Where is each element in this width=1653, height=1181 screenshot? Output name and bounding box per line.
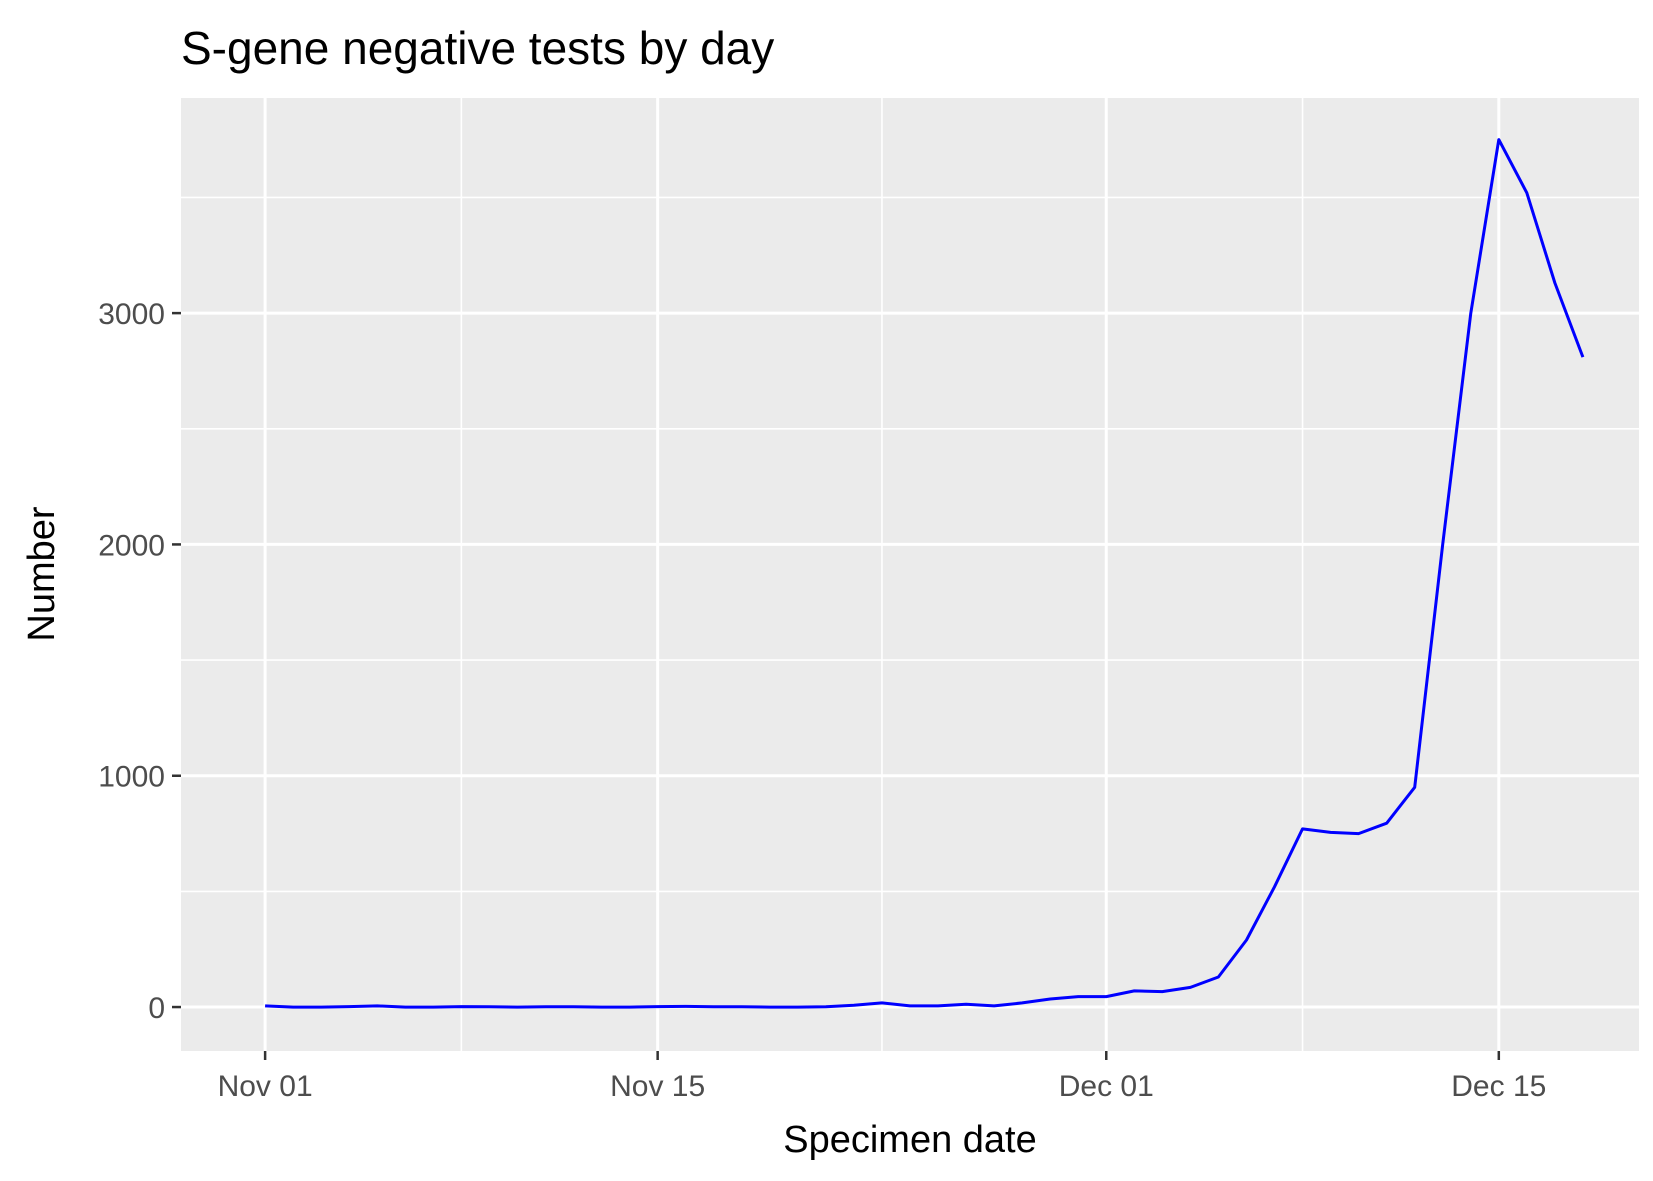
x-tick-label: Nov 01 (218, 1070, 313, 1103)
y-tick-label: 0 (148, 992, 165, 1025)
y-axis: 0 1000 2000 3000 (98, 298, 181, 1025)
y-tick-label: 3000 (98, 298, 165, 331)
major-gridlines (181, 98, 1639, 1051)
plot-panel (181, 98, 1639, 1051)
y-tick-label: 1000 (98, 761, 165, 794)
x-axis: Nov 01 Nov 15 Dec 01 Dec 15 (218, 1051, 1546, 1103)
x-tick-label: Dec 15 (1451, 1070, 1546, 1103)
x-axis-title: Specimen date (783, 1119, 1037, 1161)
series-line (265, 138, 1585, 1009)
minor-gridlines (181, 98, 1639, 1051)
x-tick-label: Dec 01 (1059, 1070, 1154, 1103)
y-tick-label: 2000 (98, 529, 165, 562)
y-axis-title: Number (21, 506, 63, 641)
x-tick-label: Nov 15 (610, 1070, 705, 1103)
chart-title: S-gene negative tests by day (181, 22, 774, 74)
